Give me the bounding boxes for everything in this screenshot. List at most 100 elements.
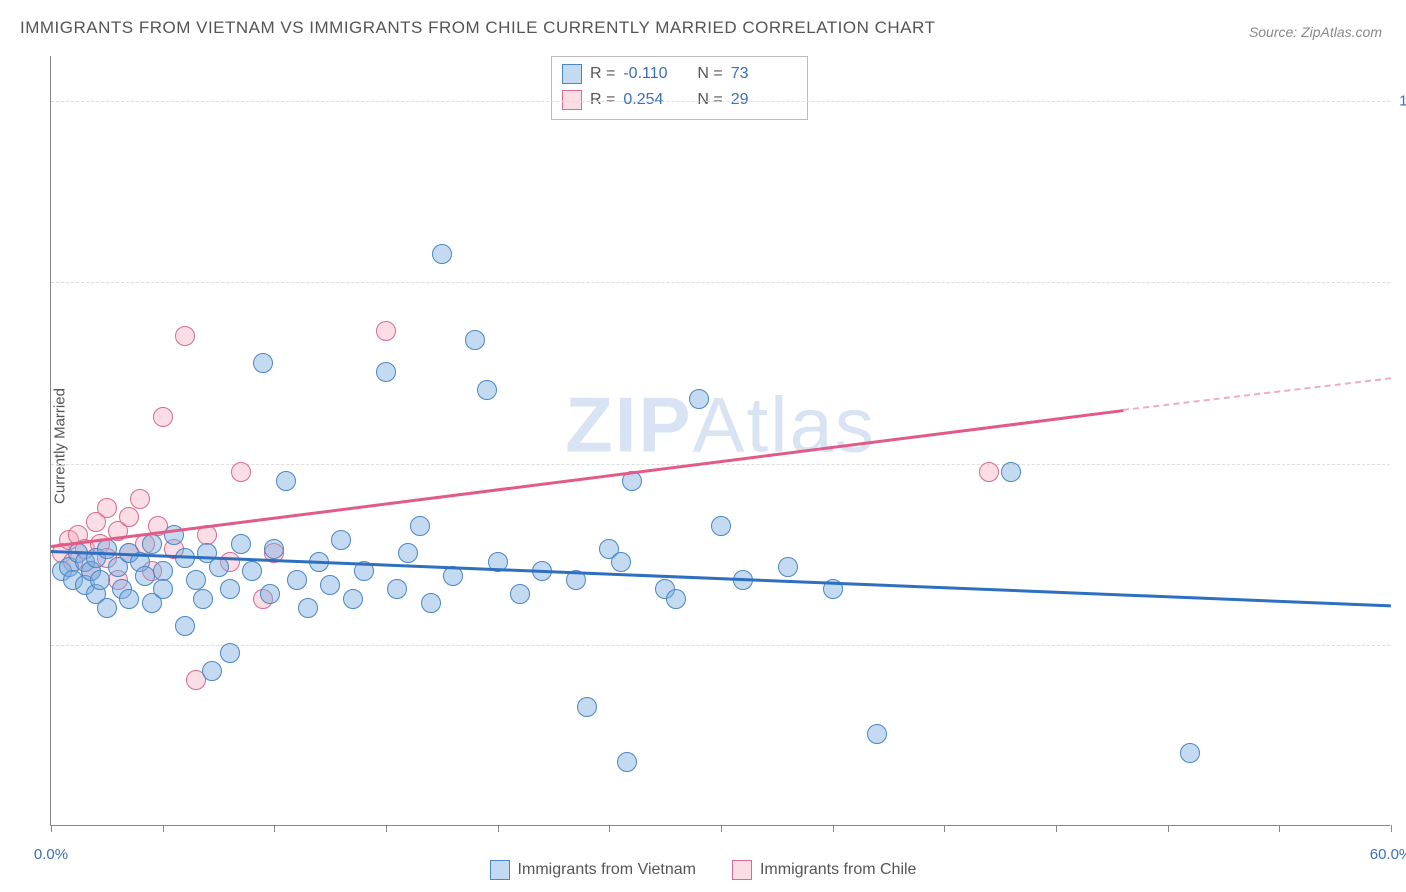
x-tick-mark: [51, 825, 52, 832]
x-tick-mark: [1279, 825, 1280, 832]
scatter-point: [432, 244, 452, 264]
scatter-point: [209, 557, 229, 577]
legend-row-chile: R = 0.254 N = 29: [562, 87, 797, 113]
scatter-point: [97, 498, 117, 518]
scatter-point: [193, 589, 213, 609]
r-value: 0.254: [623, 87, 675, 113]
scatter-point: [611, 552, 631, 572]
x-tick-mark: [1168, 825, 1169, 832]
swatch-blue-icon: [490, 860, 510, 880]
scatter-point: [260, 584, 280, 604]
scatter-point: [343, 589, 363, 609]
swatch-pink-icon: [562, 90, 582, 110]
x-tick-mark: [274, 825, 275, 832]
watermark: ZIPAtlas: [565, 380, 876, 471]
legend-row-vietnam: R = -0.110 N = 73: [562, 61, 797, 87]
legend-label: Immigrants from Vietnam: [518, 861, 696, 879]
x-tick-mark: [386, 825, 387, 832]
scatter-point: [1180, 743, 1200, 763]
scatter-point: [1001, 462, 1021, 482]
scatter-point: [202, 661, 222, 681]
x-tick-mark: [498, 825, 499, 832]
r-value: -0.110: [623, 61, 675, 87]
scatter-point: [90, 570, 110, 590]
gridline-h: [51, 645, 1390, 646]
scatter-point: [253, 353, 273, 373]
scatter-point: [666, 589, 686, 609]
scatter-point: [153, 407, 173, 427]
swatch-pink-icon: [732, 860, 752, 880]
source-attribution: Source: ZipAtlas.com: [1249, 24, 1382, 40]
scatter-point: [979, 462, 999, 482]
scatter-point: [298, 598, 318, 618]
scatter-point: [119, 589, 139, 609]
scatter-point: [465, 330, 485, 350]
scatter-point: [97, 598, 117, 618]
legend-item-chile: Immigrants from Chile: [732, 860, 916, 880]
gridline-h: [51, 101, 1390, 102]
swatch-blue-icon: [562, 64, 582, 84]
y-tick-label: 80.0%: [1395, 274, 1406, 291]
y-tick-label: 40.0%: [1395, 636, 1406, 653]
x-tick-mark: [1056, 825, 1057, 832]
r-label: R =: [590, 61, 615, 87]
legend-item-vietnam: Immigrants from Vietnam: [490, 860, 696, 880]
x-tick-mark: [609, 825, 610, 832]
r-label: R =: [590, 87, 615, 113]
correlation-legend: R = -0.110 N = 73 R = 0.254 N = 29: [551, 56, 808, 120]
y-tick-label: 60.0%: [1395, 455, 1406, 472]
legend-label: Immigrants from Chile: [760, 861, 916, 879]
y-tick-label: 100.0%: [1395, 93, 1406, 110]
gridline-h: [51, 464, 1390, 465]
scatter-point: [778, 557, 798, 577]
scatter-point: [376, 362, 396, 382]
scatter-point: [711, 516, 731, 536]
scatter-point: [331, 530, 351, 550]
x-tick-mark: [721, 825, 722, 832]
trendline-chile: [51, 409, 1123, 547]
x-tick-mark: [944, 825, 945, 832]
n-label: N =: [697, 87, 722, 113]
scatter-point: [153, 561, 173, 581]
scatter-point: [617, 752, 637, 772]
scatter-point: [231, 534, 251, 554]
scatter-point: [689, 389, 709, 409]
scatter-point: [130, 489, 150, 509]
n-value: 29: [731, 87, 783, 113]
scatter-point: [119, 507, 139, 527]
scatter-point: [142, 534, 162, 554]
gridline-h: [51, 282, 1390, 283]
scatter-point: [175, 616, 195, 636]
scatter-plot-area: ZIPAtlas R = -0.110 N = 73 R = 0.254 N =…: [50, 56, 1390, 826]
x-tick-mark: [1391, 825, 1392, 832]
scatter-point: [153, 579, 173, 599]
scatter-point: [287, 570, 307, 590]
scatter-point: [510, 584, 530, 604]
chart-title: IMMIGRANTS FROM VIETNAM VS IMMIGRANTS FR…: [20, 18, 935, 38]
scatter-point: [398, 543, 418, 563]
scatter-point: [231, 462, 251, 482]
x-tick-mark: [833, 825, 834, 832]
scatter-point: [421, 593, 441, 613]
scatter-point: [242, 561, 262, 581]
scatter-point: [97, 539, 117, 559]
series-legend: Immigrants from Vietnam Immigrants from …: [0, 860, 1406, 880]
scatter-point: [410, 516, 430, 536]
trendline-chile-extrapolated: [1123, 378, 1391, 412]
scatter-point: [387, 579, 407, 599]
n-value: 73: [731, 61, 783, 87]
scatter-point: [577, 697, 597, 717]
scatter-point: [477, 380, 497, 400]
scatter-point: [376, 321, 396, 341]
scatter-point: [220, 643, 240, 663]
x-tick-mark: [163, 825, 164, 832]
scatter-point: [186, 570, 206, 590]
scatter-point: [867, 724, 887, 744]
scatter-point: [220, 579, 240, 599]
watermark-light: Atlas: [692, 381, 875, 469]
scatter-point: [175, 326, 195, 346]
scatter-point: [276, 471, 296, 491]
watermark-bold: ZIP: [565, 381, 692, 469]
scatter-point: [320, 575, 340, 595]
n-label: N =: [697, 61, 722, 87]
